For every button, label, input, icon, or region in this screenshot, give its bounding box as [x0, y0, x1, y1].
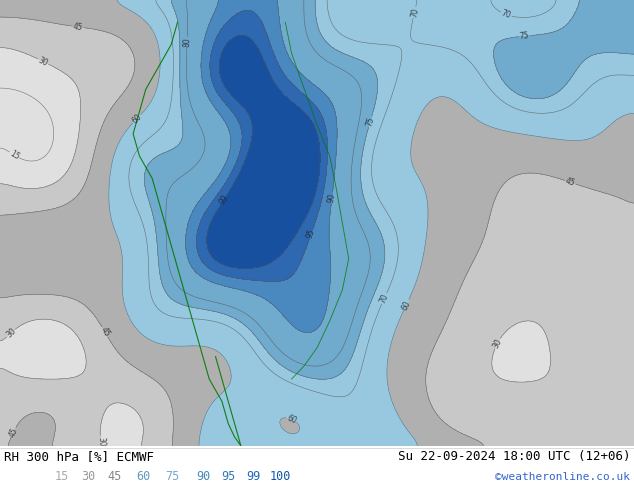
Text: ©weatheronline.co.uk: ©weatheronline.co.uk: [495, 472, 630, 482]
Text: 30: 30: [491, 337, 503, 350]
Text: 45: 45: [98, 325, 111, 339]
Text: RH 300 hPa [%] ECMWF: RH 300 hPa [%] ECMWF: [4, 450, 154, 463]
Text: 99: 99: [217, 194, 231, 207]
Text: 45: 45: [72, 22, 83, 32]
Text: 45: 45: [107, 470, 121, 484]
Text: 75: 75: [519, 31, 529, 41]
Text: 30: 30: [37, 55, 49, 68]
Text: 70: 70: [378, 292, 391, 305]
Text: 30: 30: [4, 326, 18, 340]
Text: 60: 60: [285, 413, 298, 425]
Text: 99: 99: [246, 470, 260, 484]
Text: 95: 95: [221, 470, 235, 484]
Text: 100: 100: [269, 470, 290, 484]
Text: 95: 95: [306, 227, 317, 240]
Text: 90: 90: [327, 193, 337, 203]
Text: 80: 80: [183, 37, 192, 48]
Text: 30: 30: [81, 470, 95, 484]
Text: 75: 75: [365, 116, 376, 127]
Text: 15: 15: [55, 470, 69, 484]
Text: 45: 45: [564, 176, 576, 188]
Text: 70: 70: [409, 6, 420, 18]
Text: 15: 15: [8, 149, 21, 161]
Text: Su 22-09-2024 18:00 UTC (12+06): Su 22-09-2024 18:00 UTC (12+06): [398, 450, 630, 463]
Text: 70: 70: [500, 9, 512, 21]
Text: 60: 60: [400, 299, 412, 312]
Text: 30: 30: [96, 436, 105, 446]
Text: 60: 60: [136, 470, 150, 484]
Text: 90: 90: [196, 470, 210, 484]
Text: 75: 75: [165, 470, 179, 484]
Text: 45: 45: [8, 426, 20, 439]
Text: 60: 60: [130, 112, 143, 125]
